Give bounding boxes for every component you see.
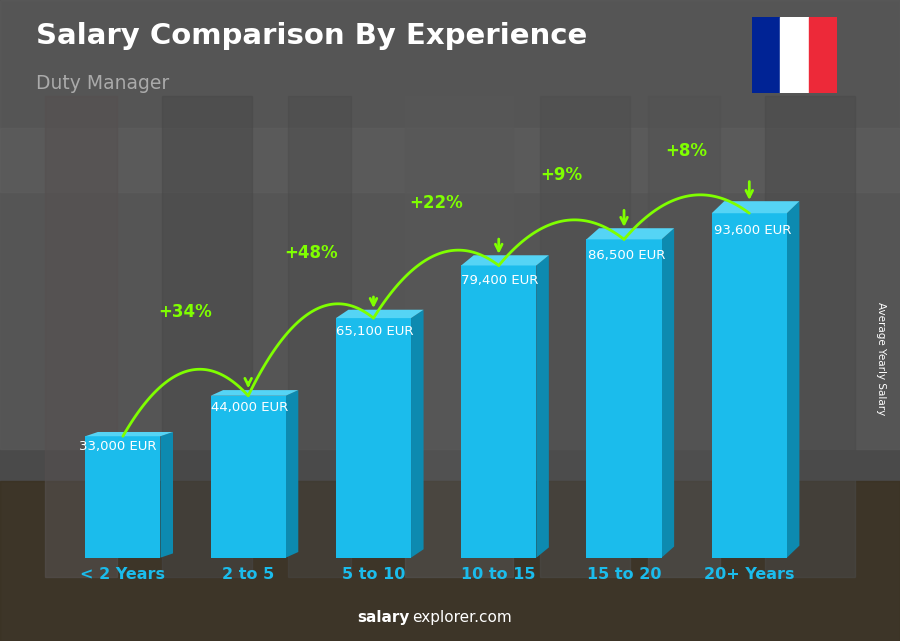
Polygon shape	[712, 201, 799, 213]
Bar	[808, 17, 837, 93]
Bar	[712, 213, 787, 558]
Bar	[461, 265, 536, 558]
Polygon shape	[787, 201, 799, 558]
Text: +8%: +8%	[666, 142, 707, 160]
Bar	[45, 96, 117, 577]
Bar	[0, 128, 900, 449]
Bar	[336, 318, 411, 558]
Polygon shape	[211, 390, 298, 395]
Text: +34%: +34%	[158, 303, 212, 321]
Polygon shape	[536, 255, 549, 558]
Text: 86,500 EUR: 86,500 EUR	[588, 249, 665, 262]
Text: +48%: +48%	[284, 244, 338, 262]
Polygon shape	[336, 310, 424, 318]
Polygon shape	[587, 228, 674, 239]
Bar	[765, 96, 855, 577]
Bar	[405, 96, 513, 577]
Bar	[648, 96, 720, 577]
Text: Duty Manager: Duty Manager	[36, 74, 169, 93]
Text: 79,400 EUR: 79,400 EUR	[461, 274, 538, 287]
Bar	[0, 481, 900, 641]
Text: 65,100 EUR: 65,100 EUR	[336, 325, 413, 338]
Bar	[162, 96, 252, 577]
Bar	[780, 17, 808, 93]
Text: Salary Comparison By Experience: Salary Comparison By Experience	[36, 22, 587, 51]
Text: +22%: +22%	[410, 194, 463, 212]
Text: explorer.com: explorer.com	[412, 610, 512, 625]
Polygon shape	[86, 432, 173, 437]
Bar	[86, 437, 160, 558]
Bar	[540, 96, 630, 577]
Bar	[0, 0, 900, 192]
Text: 33,000 EUR: 33,000 EUR	[79, 440, 157, 453]
Bar	[587, 239, 662, 558]
Text: salary: salary	[357, 610, 410, 625]
Bar	[211, 395, 286, 558]
Text: +9%: +9%	[540, 166, 582, 184]
Bar	[752, 17, 780, 93]
Text: Average Yearly Salary: Average Yearly Salary	[877, 303, 886, 415]
Polygon shape	[411, 310, 424, 558]
Text: 93,600 EUR: 93,600 EUR	[715, 224, 792, 237]
Bar	[288, 96, 351, 577]
Polygon shape	[461, 255, 549, 265]
Text: 44,000 EUR: 44,000 EUR	[211, 401, 288, 413]
Polygon shape	[286, 390, 298, 558]
Polygon shape	[662, 228, 674, 558]
Polygon shape	[160, 432, 173, 558]
